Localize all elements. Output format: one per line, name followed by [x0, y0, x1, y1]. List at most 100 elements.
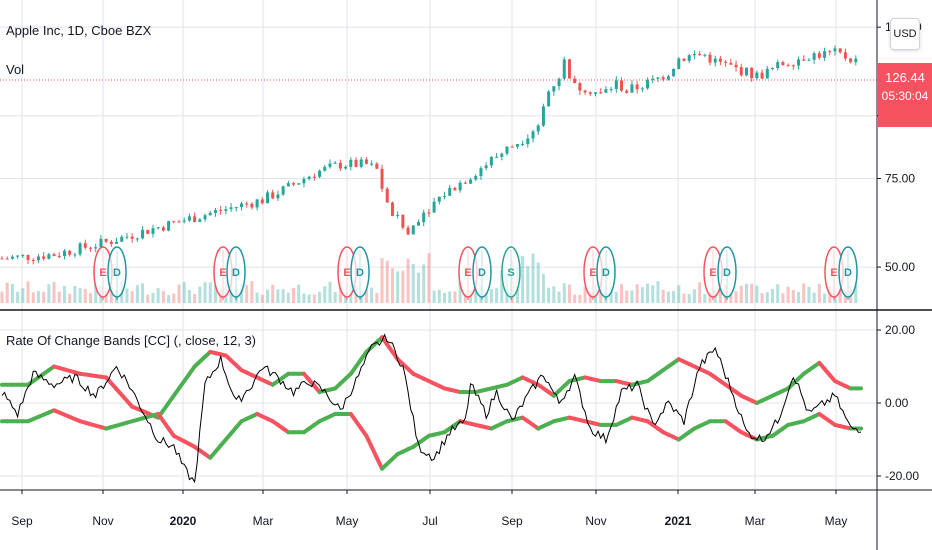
candle-body: [666, 76, 670, 80]
event-marker-d[interactable]: D: [717, 246, 737, 300]
candle-body: [47, 254, 51, 259]
volume-bar: [286, 292, 290, 303]
volume-bar: [661, 289, 665, 303]
candle-body: [510, 146, 514, 148]
candle-body: [10, 256, 14, 259]
candle-body: [125, 236, 129, 238]
candle-body: [411, 225, 415, 235]
volume-bar: [364, 289, 368, 303]
volume-bar: [541, 273, 545, 303]
volume-bar: [755, 285, 759, 303]
volume-bar: [411, 264, 415, 303]
volume-bar: [156, 288, 160, 303]
volume-bar: [776, 284, 780, 303]
volume-bar: [547, 287, 551, 303]
indicator-axis[interactable]: 20.00 0.00 -20.00: [877, 323, 919, 483]
candle-body: [276, 194, 280, 199]
candle-body: [807, 59, 811, 61]
volume-bar: [406, 258, 410, 303]
symbol-title[interactable]: Apple Inc, 1D, Cboe BZX: [6, 23, 152, 38]
candle-body: [744, 67, 748, 76]
event-marker-d[interactable]: D: [472, 246, 492, 300]
volume-bar: [255, 292, 259, 303]
volume-legend[interactable]: Vol: [6, 62, 25, 77]
candle-body: [562, 59, 566, 79]
event-marker-label: D: [844, 267, 852, 279]
volume-bar: [380, 258, 384, 303]
time-axis[interactable]: Sep Nov 2020 Mar May Jul Sep Nov 2021 Mar May: [11, 490, 847, 528]
volume-bar: [854, 285, 858, 303]
candle-body: [36, 256, 40, 261]
volume-bar: [213, 285, 217, 303]
candle-body: [828, 51, 832, 53]
event-marker-d[interactable]: D: [596, 246, 616, 300]
candle-body: [625, 90, 629, 93]
lower-band-segment: [364, 433, 374, 449]
volume-bar: [588, 293, 592, 303]
time-tick-label: May: [336, 514, 359, 528]
candle-body: [57, 255, 61, 257]
candle-body: [786, 65, 790, 67]
event-marker-label: D: [723, 267, 731, 279]
volume-bar: [521, 256, 525, 303]
event-marker-s[interactable]: S: [501, 246, 521, 300]
event-marker-d[interactable]: D: [107, 246, 127, 300]
time-tick-label: Nov: [92, 514, 113, 528]
lower-band-segment: [369, 444, 379, 460]
candle-body: [557, 78, 561, 87]
candle-body: [266, 192, 270, 204]
event-marker-label: D: [356, 267, 364, 279]
candle-body: [406, 227, 410, 235]
volume-bar: [562, 283, 566, 303]
candle-body: [182, 220, 186, 222]
candle-body: [583, 90, 587, 93]
candle-body: [661, 77, 665, 80]
candle-body: [422, 212, 426, 223]
candle-body: [380, 168, 384, 189]
volume-bar: [338, 281, 342, 303]
candle-body: [750, 67, 754, 79]
time-tick-label: Mar: [253, 514, 274, 528]
candle-body: [521, 144, 525, 146]
volume-bar: [250, 281, 254, 303]
volume-bar: [437, 289, 441, 303]
volume-bar: [42, 291, 46, 303]
event-marker-e[interactable]: E: [824, 246, 844, 300]
event-marker-e[interactable]: E: [458, 246, 478, 300]
currency-button[interactable]: USD: [890, 18, 920, 50]
candle-body: [89, 247, 93, 249]
candle-body: [463, 182, 467, 184]
event-marker-label: D: [478, 267, 486, 279]
candle-body: [640, 88, 644, 90]
candle-body: [318, 170, 322, 177]
candle-body: [52, 254, 56, 256]
candle-body: [94, 247, 98, 249]
candle-body: [708, 54, 712, 63]
volume-bar: [370, 287, 374, 303]
volume-bar: [432, 290, 436, 303]
candle-body: [62, 250, 66, 256]
candle-body: [42, 256, 46, 259]
volume-bar: [500, 270, 504, 303]
candle-body: [776, 62, 780, 69]
event-marker-d[interactable]: D: [838, 246, 858, 300]
candle-body: [843, 52, 847, 59]
candle-body: [443, 195, 447, 197]
volume-bar: [26, 281, 30, 303]
event-marker-d[interactable]: D: [350, 246, 370, 300]
volume-bar: [271, 284, 275, 303]
volume-bar: [656, 281, 660, 303]
candle-body: [73, 254, 77, 256]
candle-body: [797, 59, 801, 66]
event-marker-label: E: [343, 267, 350, 279]
event-marker-d[interactable]: D: [226, 246, 246, 300]
volume-bar: [443, 292, 447, 303]
volume-bar: [630, 290, 634, 303]
volume-bar: [52, 282, 56, 303]
indicator-title[interactable]: Rate Of Change Bands [CC] (, close, 12, …: [6, 333, 257, 348]
event-marker-label: D: [113, 267, 121, 279]
